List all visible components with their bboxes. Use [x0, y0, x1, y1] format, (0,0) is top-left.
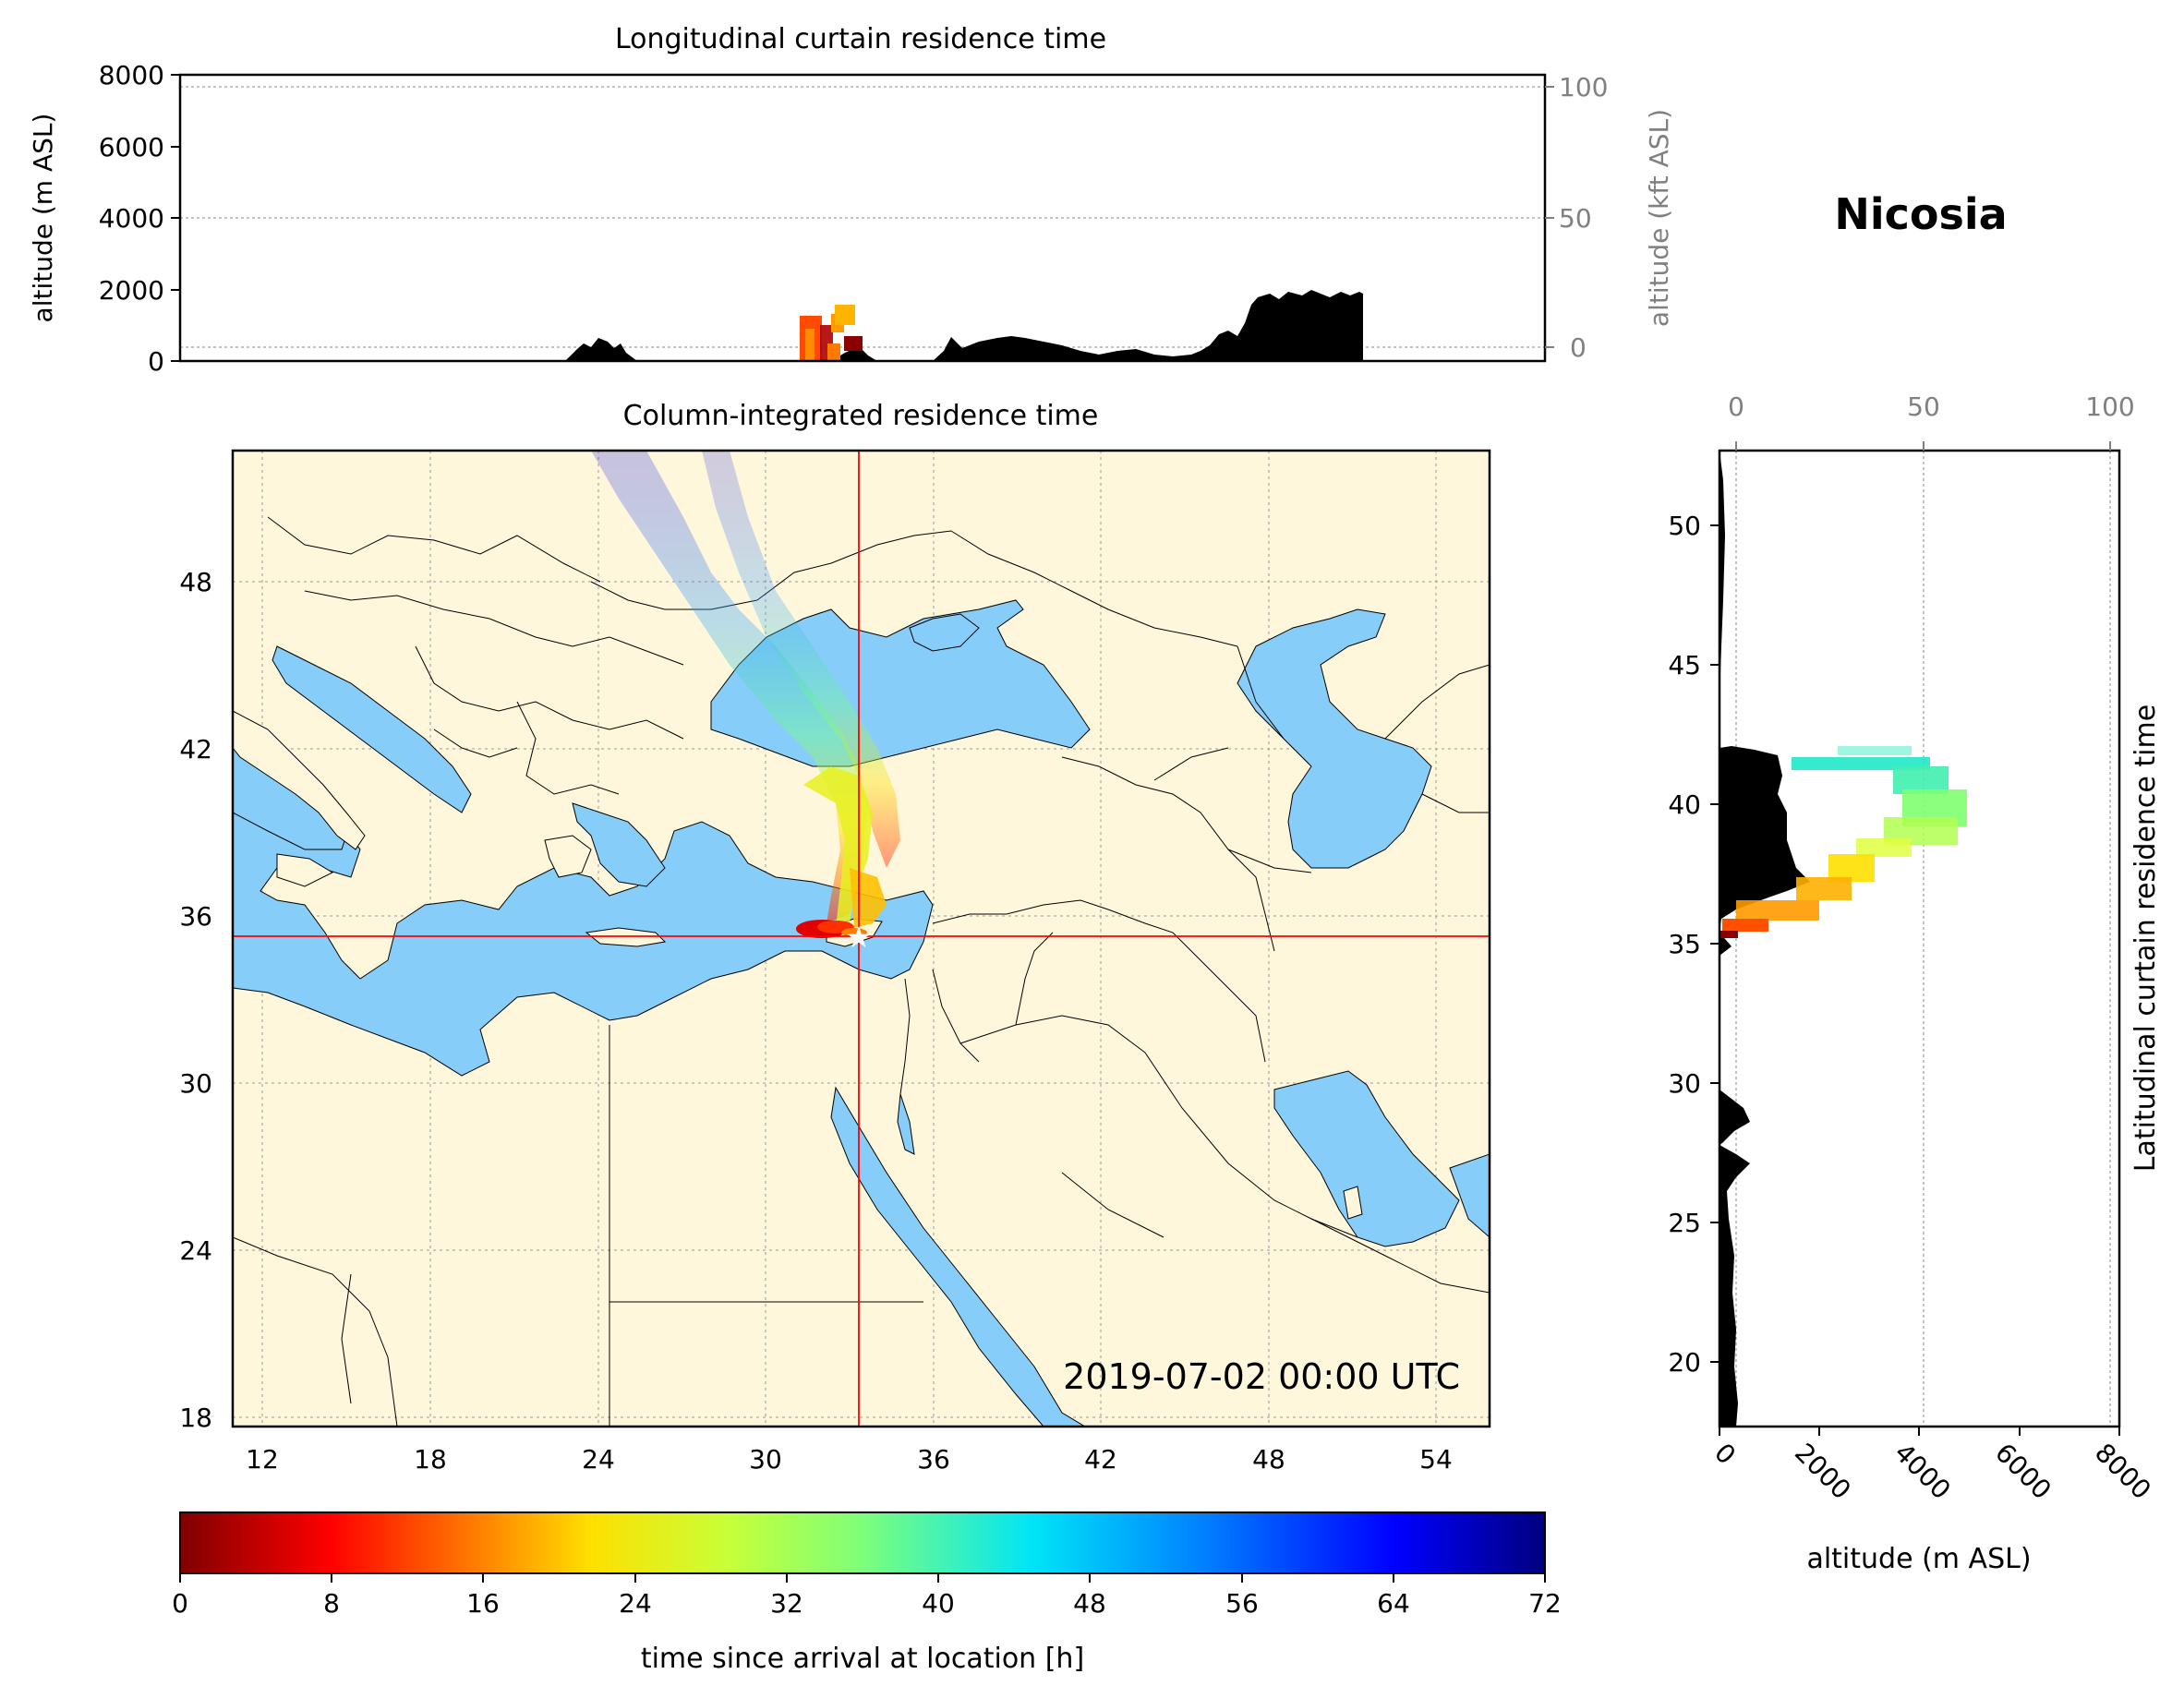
map-xtick: 30 [749, 1444, 782, 1475]
map-xtick: 24 [582, 1444, 615, 1475]
adriatic-sea [271, 645, 472, 813]
right-yaxis: 20 25 30 35 40 45 50 [1668, 511, 1719, 1378]
right-kft-tick: 0 [1728, 391, 1744, 422]
right-xtick: 2000 [1789, 1438, 1857, 1506]
top-ytick: 4000 [99, 203, 164, 234]
map-gridlines [233, 451, 1490, 1427]
latitudinal-curtain-panel: 20 25 30 35 40 45 50 0 50 100 0 2000 40 0 [1668, 391, 2162, 1575]
map-yaxis: 18 24 30 36 42 48 [179, 567, 212, 1433]
top-kft-tick: 100 [1559, 72, 1608, 102]
top-ytick: 0 [148, 346, 164, 377]
persian-gulf [1273, 1070, 1460, 1247]
map-ytick: 48 [179, 567, 212, 597]
top-left-ylabel: altitude (m ASL) [28, 114, 58, 323]
top-ytick: 2000 [99, 275, 164, 306]
colorbar-tick: 40 [922, 1588, 955, 1619]
map-ytick: 24 [179, 1235, 212, 1266]
qatar [1343, 1186, 1363, 1220]
right-kft-tick: 100 [2085, 391, 2134, 422]
colorbar-tick: 8 [323, 1588, 340, 1619]
colorbar-tick: 24 [619, 1588, 652, 1619]
right-xtick: 6000 [1989, 1438, 2057, 1506]
map-ytick: 30 [179, 1068, 212, 1099]
sicily [276, 853, 334, 887]
longitudinal-curtain-panel: Longitudinal curtain residence time 0 2 [28, 23, 1674, 377]
right-ytick: 20 [1668, 1347, 1701, 1378]
location-title: Nicosia [1834, 189, 2007, 239]
map-title: Column-integrated residence time [623, 400, 1099, 432]
timestamp-label: 2019-07-02 00:00 UTC [1063, 1356, 1460, 1397]
colorbar-tick: 64 [1377, 1588, 1410, 1619]
colorbar-tick: 0 [172, 1588, 188, 1619]
map-xtick: 54 [1419, 1444, 1453, 1475]
right-ytick: 40 [1668, 789, 1701, 820]
right-xtick: 4000 [1888, 1438, 1957, 1506]
right-top-xaxis: 0 50 100 [1728, 391, 2135, 451]
italy-boot [233, 710, 366, 850]
right-ytick: 35 [1668, 929, 1701, 959]
top-ytick: 8000 [99, 60, 164, 90]
colorbar-tick: 48 [1073, 1588, 1106, 1619]
right-ytick: 30 [1668, 1068, 1701, 1099]
right-ylabel: Latitudinal curtain residence time [2130, 704, 2162, 1172]
peloponnese [544, 835, 592, 878]
gulf-of-aqaba [897, 1093, 915, 1155]
map-ytick: 18 [179, 1403, 212, 1433]
right-residence-plume [1719, 746, 1967, 938]
top-left-yaxis: 0 2000 4000 6000 8000 [99, 60, 180, 377]
mediterranean-sea [233, 729, 934, 1077]
red-sea [830, 1086, 1086, 1427]
aegean-sea [572, 802, 666, 887]
top-kft-tick: 0 [1570, 332, 1587, 363]
right-xtick: 8000 [2089, 1438, 2157, 1506]
map-xtick: 42 [1084, 1444, 1117, 1475]
top-topography [565, 290, 1363, 361]
colorbar-tick: 56 [1225, 1588, 1259, 1619]
right-kft-tick: 50 [1907, 391, 1940, 422]
right-panel-frame [1718, 449, 2121, 1428]
map-xtick: 12 [246, 1444, 279, 1475]
colorbar-tick: 32 [770, 1588, 803, 1619]
top-kft-tick: 50 [1559, 203, 1592, 234]
azov-sea [909, 613, 980, 652]
crete [585, 927, 667, 947]
right-ytick: 50 [1668, 511, 1701, 541]
top-right-yaxis: 0 50 100 [1545, 72, 1608, 363]
colorbar-tick: 72 [1528, 1588, 1562, 1619]
map-ytick: 36 [179, 901, 212, 932]
right-bottom-xaxis: 0 2000 4000 6000 8000 [1708, 1427, 2157, 1505]
right-xtick: 0 [1708, 1438, 1742, 1471]
top-ytick: 6000 [99, 132, 164, 163]
colorbar-ticks: 0 8 16 24 32 40 48 56 64 72 [172, 1573, 1562, 1619]
column-integrated-map-panel: Column-integrated residence time [179, 400, 1491, 1475]
gulf-of-oman [1449, 1153, 1490, 1238]
top-right-ylabel: altitude (kft ASL) [1644, 109, 1674, 327]
right-topography [1719, 451, 1810, 1427]
map-xaxis: 12 18 24 30 36 42 48 54 [246, 1444, 1453, 1475]
top-panel-title: Longitudinal curtain residence time [615, 23, 1106, 55]
map-frame [231, 449, 1491, 1428]
colorbar-tick: 16 [466, 1588, 500, 1619]
right-ytick: 45 [1668, 650, 1701, 680]
map-xtick: 18 [414, 1444, 447, 1475]
map-xtick: 36 [917, 1444, 950, 1475]
site-star-icon: ★ [846, 920, 873, 955]
country-borders [233, 516, 1490, 1427]
map-xtick: 48 [1252, 1444, 1285, 1475]
colorbar-gradient [179, 1511, 1546, 1574]
colorbar-label: time since arrival at location [h] [641, 1643, 1084, 1675]
right-xlabel: altitude (m ASL) [1806, 1543, 2031, 1575]
right-ytick: 25 [1668, 1208, 1701, 1238]
top-residence-plume [800, 305, 863, 361]
colorbar: 0 8 16 24 32 40 48 56 64 72 time since a… [172, 1511, 1562, 1675]
map-ytick: 42 [179, 734, 212, 765]
